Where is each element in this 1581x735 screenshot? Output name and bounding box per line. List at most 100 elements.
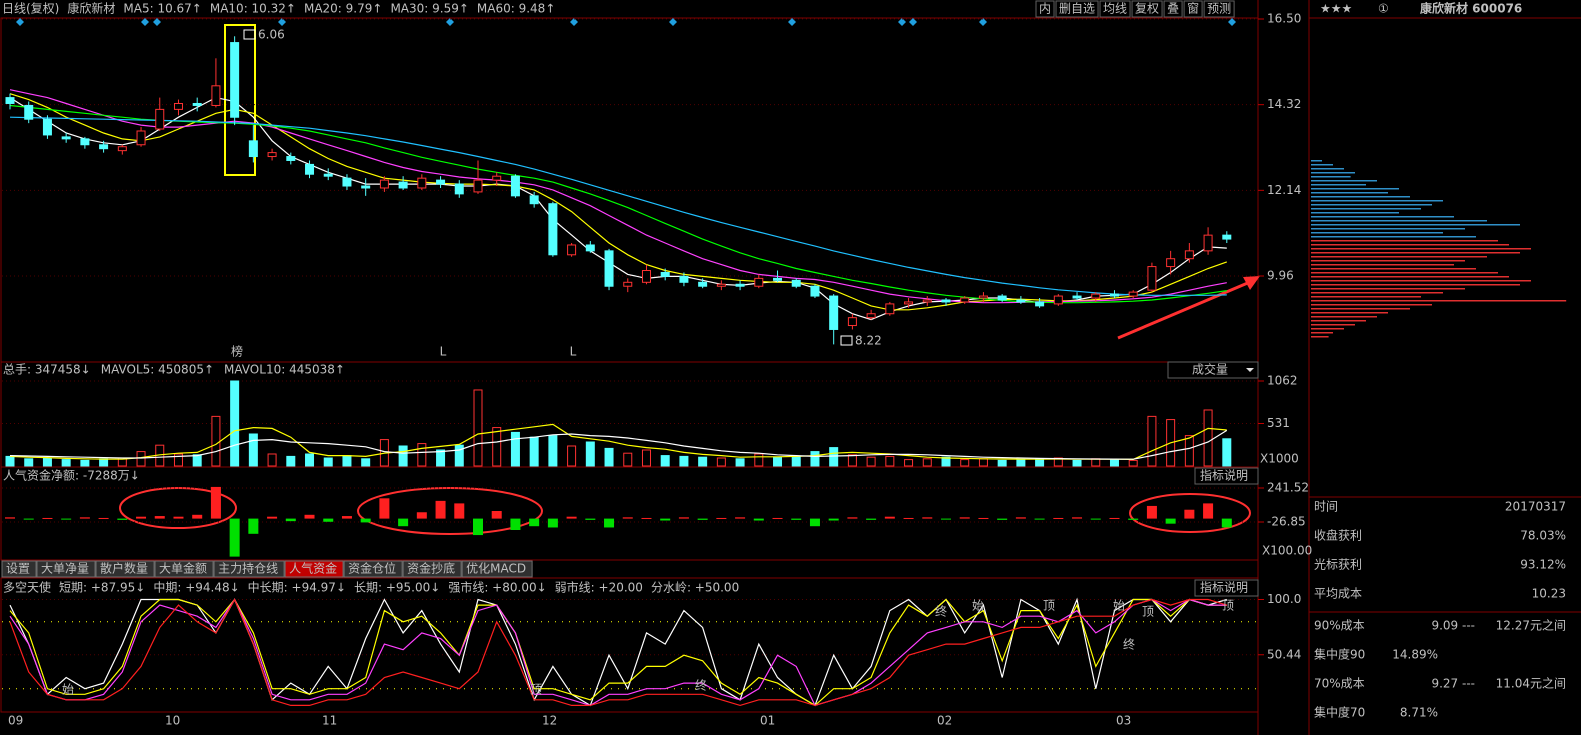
toolbar-button[interactable]: 窗	[1187, 2, 1199, 16]
volume-bar	[61, 459, 71, 467]
header-item: MA5: 10.67↑	[123, 2, 201, 16]
rating-stars: ★★★	[1320, 2, 1352, 16]
angel-line	[9, 598, 1227, 707]
candle-body	[1203, 234, 1213, 252]
tab-label[interactable]: 优化MACD	[466, 562, 526, 576]
tab[interactable]	[1, 560, 37, 578]
fund-bar	[192, 514, 203, 519]
chip-bar	[1311, 264, 1454, 266]
volume-bar	[773, 456, 783, 467]
help-button-label[interactable]: 指标说明	[1200, 580, 1248, 595]
info-label: 光标获利	[1314, 558, 1362, 572]
tab-label[interactable]: 主力持仓线	[218, 561, 278, 576]
toolbar-button[interactable]: 预测	[1207, 2, 1231, 16]
volume-selector-label[interactable]: 成交量	[1192, 362, 1228, 377]
volume-bar	[885, 455, 895, 467]
tab[interactable]	[343, 560, 403, 578]
volume-bar	[567, 445, 577, 467]
candle-body	[791, 279, 801, 287]
help-button-label[interactable]: 指标说明	[1200, 468, 1248, 483]
toolbar-button[interactable]: 均线	[1103, 2, 1127, 16]
header-item: 分水岭: +50.00	[651, 581, 739, 595]
fund-bar	[1053, 517, 1064, 519]
volume-bar	[1091, 458, 1101, 467]
candle-body	[173, 102, 183, 110]
fund-bar	[1146, 505, 1157, 519]
volume-selector[interactable]	[1167, 361, 1259, 379]
volume-bar	[791, 455, 801, 467]
chip-bar	[1311, 252, 1520, 254]
candle-body	[1166, 258, 1176, 268]
tab-label[interactable]: 大单净量	[41, 562, 89, 576]
volume-bar	[529, 436, 539, 467]
tab-label[interactable]: 人气资金	[289, 561, 337, 576]
candle-body	[99, 144, 109, 150]
candle-body	[1035, 301, 1045, 307]
angel-annotation: 顶	[1222, 599, 1234, 613]
fund-bar	[379, 498, 390, 519]
tab-label[interactable]: 资金抄底	[407, 561, 455, 576]
tab[interactable]	[95, 560, 155, 578]
chip-bar	[1311, 216, 1454, 218]
volume-bar	[716, 457, 726, 467]
tab[interactable]	[154, 560, 214, 578]
tab-label[interactable]: 资金仓位	[348, 561, 396, 576]
fund-bar	[529, 518, 540, 527]
volume-bar	[866, 456, 876, 467]
candle-body	[1109, 293, 1119, 297]
fund-bar	[491, 510, 502, 519]
help-button[interactable]	[1194, 579, 1259, 597]
y-tick-label: 1062	[1267, 374, 1298, 388]
cost-value: 14.89%	[1392, 648, 1438, 662]
header-item: MA30: 9.59↑	[390, 2, 468, 16]
fund-bar	[304, 514, 315, 519]
toolbar-button[interactable]: 复权	[1135, 2, 1159, 16]
fund-bar	[735, 517, 746, 519]
info-value: 93.12%	[1520, 558, 1566, 572]
signal-diamond	[570, 18, 578, 26]
tab-label[interactable]: 设置	[6, 562, 30, 576]
tab[interactable]	[213, 560, 285, 578]
volume-bar	[473, 389, 483, 467]
toolbar-button[interactable]: 叠	[1167, 2, 1179, 16]
fund-bar	[1072, 517, 1083, 519]
toolbar-button[interactable]: 删自选	[1059, 2, 1095, 16]
fund-bar	[828, 518, 839, 521]
tab-label[interactable]: 散户数量	[100, 561, 148, 576]
candle-body	[398, 181, 408, 189]
angel-line	[9, 598, 1227, 707]
fund-bar	[416, 512, 427, 519]
tab[interactable]	[36, 560, 96, 578]
angel-frame	[0, 577, 1259, 713]
candle-body	[1072, 295, 1082, 299]
candle-body	[548, 203, 558, 256]
header-item: MA10: 10.32↑	[210, 2, 296, 16]
header-item: MA60: 9.48↑	[477, 2, 555, 16]
cost-value: 8.71%	[1400, 706, 1438, 720]
angel-line	[9, 598, 1227, 707]
volume-bar	[192, 454, 202, 467]
chip-bar	[1311, 292, 1443, 294]
candle-body	[267, 152, 277, 158]
fund-bar	[267, 516, 278, 519]
tab[interactable]	[402, 560, 462, 578]
candle-body	[997, 295, 1007, 301]
tab-label[interactable]: 大单金额	[159, 561, 207, 576]
tab[interactable]	[461, 560, 533, 578]
toolbar-frame	[1035, 0, 1055, 18]
fund-bar	[1015, 517, 1026, 519]
candle-body	[24, 104, 34, 120]
toolbar-button[interactable]: 内	[1039, 2, 1051, 16]
fund-bar	[323, 518, 334, 522]
volume-ma-line	[9, 423, 1227, 461]
volume-bar	[1053, 457, 1063, 467]
fund-bar	[809, 518, 820, 527]
fund-bar	[210, 486, 221, 519]
tab[interactable]	[284, 560, 344, 578]
volume-bar	[248, 433, 258, 467]
fund-bar	[473, 518, 483, 536]
fund-bar	[79, 517, 90, 519]
signal-diamond	[141, 18, 149, 26]
help-button[interactable]	[1194, 467, 1259, 485]
fund-bar	[753, 518, 764, 521]
